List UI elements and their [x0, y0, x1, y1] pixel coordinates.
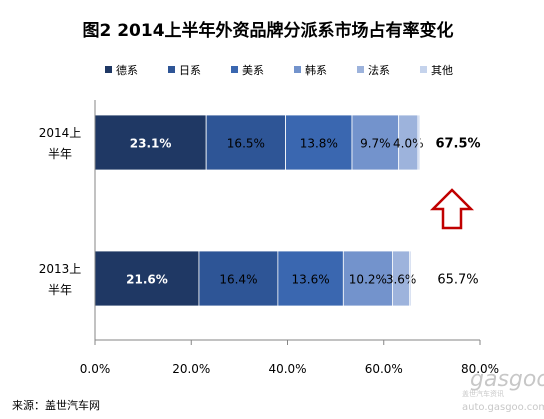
- legend-label-1: 德系: [116, 63, 138, 77]
- watermark-brand: gasgoo: [470, 367, 544, 392]
- data-label: 16.5%: [227, 137, 265, 151]
- data-label: 13.8%: [300, 137, 338, 151]
- total-label: 65.7%: [437, 273, 478, 288]
- data-label: 10.2%: [349, 273, 387, 287]
- data-label: 16.4%: [219, 273, 257, 287]
- x-tick-label: 40.0%: [268, 362, 306, 376]
- bar-segment: [409, 250, 412, 307]
- category-label: 半年: [48, 147, 72, 161]
- up-arrow-icon: [429, 188, 475, 230]
- bar-segment: [351, 114, 400, 171]
- legend-label-5: 法系: [368, 63, 390, 77]
- growth-arrow: [429, 188, 475, 230]
- data-label: 21.6%: [126, 273, 168, 287]
- chart-title: 图2 2014上半年外资品牌分派系市场占有率变化: [82, 20, 453, 41]
- bars: 2014上半年 23.1% 16.5% 13.8% 9.7% 4.0% 67.5% 2013上…: [39, 114, 481, 307]
- category-label: 2014上: [39, 126, 82, 140]
- legend-swatch-5: [357, 66, 364, 73]
- bar-segment: [198, 250, 279, 307]
- legend-label-2: 日系: [179, 64, 201, 77]
- bar-segment: [342, 250, 393, 307]
- x-tick-label: 0.0%: [80, 362, 111, 376]
- data-label: 3.6%: [386, 273, 417, 287]
- bar-segment: [205, 114, 286, 171]
- legend: 德系 日系 美系 韩系 法系 其他: [105, 63, 453, 77]
- watermark-logo: gasgoo 盖世汽车资讯 auto.gasgoo.com: [462, 367, 544, 413]
- total-label: 67.5%: [435, 137, 480, 152]
- x-tick-label: 20.0%: [172, 362, 210, 376]
- x-axis: 0.0% 20.0% 40.0% 60.0% 80.0%: [80, 100, 499, 376]
- watermark-sub: 盖世汽车资讯: [462, 389, 504, 398]
- legend-label-6: 其他: [431, 64, 453, 77]
- bar-segment: [285, 114, 353, 171]
- legend-swatch-6: [420, 66, 427, 73]
- data-label: 9.7%: [360, 137, 391, 151]
- category-label: 2013上: [39, 262, 82, 276]
- data-label: 4.0%: [393, 137, 424, 151]
- legend-label-4: 韩系: [305, 63, 327, 77]
- category-label: 半年: [48, 283, 72, 297]
- bar-segment: [277, 250, 344, 307]
- legend-swatch-4: [294, 66, 301, 73]
- x-tick-label: 80.0%: [461, 362, 499, 376]
- source-note: 来源：盖世汽车网: [12, 398, 100, 412]
- bar-segment: [94, 250, 200, 307]
- legend-swatch-2: [168, 66, 175, 73]
- bar-segment: [94, 114, 207, 171]
- data-label: 13.6%: [292, 273, 330, 287]
- legend-swatch-1: [105, 66, 112, 73]
- bar-segment: [417, 114, 421, 171]
- x-tick-label: 60.0%: [365, 362, 403, 376]
- legend-swatch-3: [231, 66, 238, 73]
- watermark-url: auto.gasgoo.com: [462, 402, 544, 413]
- data-label: 23.1%: [130, 137, 172, 151]
- legend-label-3: 美系: [242, 64, 264, 77]
